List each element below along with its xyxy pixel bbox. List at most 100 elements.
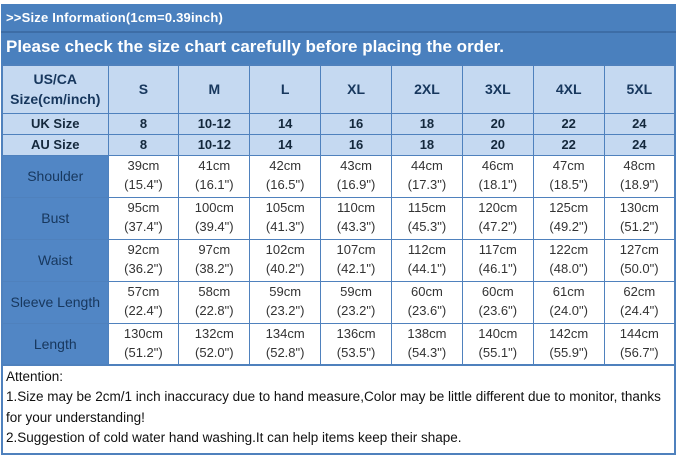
measurement-inch: (51.2") — [124, 344, 163, 360]
shoulder-cell: 47cm (18.5") — [532, 154, 605, 198]
measurement-cm: 130cm — [123, 325, 163, 341]
measurement-cm: 46cm — [481, 158, 514, 174]
waist-cell: 102cm (40.2") — [249, 238, 322, 282]
measurement-inch: (23.6") — [478, 303, 518, 318]
measurement-inch: (55.1") — [478, 344, 518, 360]
measurement-inch: (53.5") — [336, 344, 376, 360]
measurement-inch: (16.9") — [336, 177, 376, 192]
uk-size-value: 8 — [107, 112, 180, 135]
measurement-inch: (45.3") — [407, 219, 447, 234]
uk-size-value: 24 — [603, 112, 676, 135]
measurement-inch: (52.8") — [265, 344, 305, 360]
shoulder-cell: 41cm (16.1") — [178, 154, 251, 198]
bust-cell: 110cm (43.3") — [320, 196, 392, 240]
measurement-cm: 42cm — [269, 158, 302, 174]
measurement-inch: (24.4") — [620, 303, 659, 318]
measurement-cm: 43cm — [340, 158, 372, 174]
measurement-inch: (18.5") — [549, 177, 588, 192]
shoulder-cell: 44cm (17.3") — [391, 154, 463, 198]
measurement-cm: 47cm — [552, 158, 585, 174]
length-cell: 130cm (51.2") — [107, 322, 180, 366]
measurement-inch: (52.0") — [195, 344, 234, 360]
uk-size-label: UK Size — [1, 112, 109, 135]
measurement-cm: 44cm — [411, 158, 443, 174]
size-col-3xl: 3XL — [461, 64, 534, 114]
measurement-inch: (39.4") — [195, 219, 234, 234]
shoulder-label: Shoulder — [1, 154, 109, 198]
bust-cell: 120cm (47.2") — [461, 196, 534, 240]
au-size-label: AU Size — [1, 133, 109, 156]
size-header-row: US/CA Size(cm/inch) S M L XL 2XL 3XL 4XL… — [1, 64, 676, 114]
measurement-cm: 48cm — [623, 158, 656, 174]
measurement-inch: (43.3") — [336, 219, 376, 234]
uk-size-value: 14 — [249, 112, 322, 135]
measurement-cm: 144cm — [619, 325, 659, 341]
measurement-cm: 92cm — [127, 242, 160, 258]
size-information-header: >>Size Information(1cm=0.39inch) — [1, 4, 676, 33]
measurement-inch: (36.2") — [124, 261, 163, 276]
measurement-cm: 130cm — [619, 200, 659, 216]
shoulder-cell: 39cm (15.4") — [107, 154, 180, 198]
uk-size-row: UK Size 8 10-12 14 16 18 20 22 24 — [1, 112, 676, 135]
measurement-inch: (42.1") — [336, 261, 376, 276]
measurement-cm: 57cm — [127, 284, 160, 300]
measurement-inch: (18.9") — [620, 177, 659, 192]
length-cell: 138cm (54.3") — [391, 322, 463, 366]
au-size-value: 8 — [107, 133, 180, 156]
waist-label: Waist — [1, 238, 109, 282]
measurement-inch: (49.2") — [549, 219, 588, 234]
measurement-cm: 62cm — [623, 284, 656, 300]
measurement-inch: (50.0") — [620, 261, 659, 276]
measurement-inch: (46.1") — [478, 261, 518, 276]
measurement-inch: (23.2") — [336, 303, 376, 318]
measurement-cm: 60cm — [481, 284, 514, 300]
sleeve-length-label: Sleeve Length — [1, 280, 109, 324]
measurement-cm: 107cm — [336, 242, 376, 258]
au-size-value: 14 — [249, 133, 322, 156]
measurement-cm: 138cm — [407, 325, 447, 341]
corner-header-cell: US/CA Size(cm/inch) — [1, 64, 109, 114]
bust-cell: 95cm (37.4") — [107, 196, 180, 240]
corner-line2: Size(cm/inch) — [10, 91, 101, 108]
au-size-value: 16 — [320, 133, 392, 156]
measurement-cm: 59cm — [269, 284, 302, 300]
attention-note-2: 2.Suggestion of cold water hand washing.… — [6, 429, 462, 445]
size-col-4xl: 4XL — [532, 64, 605, 114]
au-size-value: 24 — [603, 133, 676, 156]
attention-section: Attention: 1.Size may be 2cm/1 inch inac… — [1, 366, 676, 455]
measurement-cm: 100cm — [194, 200, 234, 216]
shoulder-cell: 43cm (16.9") — [320, 154, 392, 198]
measurement-cm: 97cm — [198, 242, 231, 258]
measurement-cm: 142cm — [549, 325, 589, 341]
sleeve-length-cell: 59cm (23.2") — [249, 280, 322, 324]
measurement-cm: 102cm — [265, 242, 305, 258]
waist-cell: 112cm (44.1") — [391, 238, 463, 282]
length-cell: 136cm (53.5") — [320, 322, 392, 366]
waist-cell: 127cm (50.0") — [603, 238, 676, 282]
measurement-inch: (16.1") — [195, 177, 234, 192]
uk-size-value: 18 — [391, 112, 463, 135]
corner-line1: US/CA — [33, 70, 78, 87]
measurement-cm: 95cm — [127, 200, 160, 216]
measurement-cm: 127cm — [619, 242, 659, 258]
measurement-inch: (41.3") — [265, 219, 305, 234]
measurement-inch: (17.3") — [407, 177, 447, 192]
bust-cell: 100cm (39.4") — [178, 196, 251, 240]
sleeve-length-row: Sleeve Length 57cm (22.4") 58cm (22.8") 59… — [1, 280, 676, 324]
measurement-cm: 58cm — [198, 284, 231, 300]
waist-cell: 97cm (38.2") — [178, 238, 251, 282]
measurement-inch: (37.4") — [124, 219, 163, 234]
shoulder-cell: 42cm (16.5") — [249, 154, 322, 198]
measurement-inch: (23.2") — [265, 303, 305, 318]
length-label: Length — [1, 322, 109, 366]
length-cell: 132cm (52.0") — [178, 322, 251, 366]
measurement-inch: (38.2") — [195, 261, 234, 276]
measurement-cm: 112cm — [407, 242, 446, 258]
attention-note-1: 1.Size may be 2cm/1 inch inaccuracy due … — [6, 389, 661, 425]
bust-cell: 115cm (45.3") — [391, 196, 463, 240]
au-size-row: AU Size 8 10-12 14 16 18 20 22 24 — [1, 133, 676, 156]
sleeve-length-cell: 62cm (24.4") — [603, 280, 676, 324]
sleeve-length-cell: 58cm (22.8") — [178, 280, 251, 324]
au-size-value: 22 — [532, 133, 605, 156]
